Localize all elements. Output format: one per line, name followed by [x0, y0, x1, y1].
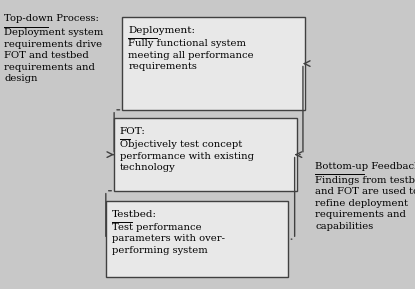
FancyBboxPatch shape — [122, 17, 305, 110]
Text: Testbed:: Testbed: — [112, 210, 156, 218]
FancyBboxPatch shape — [106, 201, 288, 277]
Text: Fully functional system
meeting all performance
requirements: Fully functional system meeting all perf… — [128, 39, 254, 71]
Text: Bottom-up Feedback:: Bottom-up Feedback: — [315, 162, 415, 171]
FancyBboxPatch shape — [114, 118, 297, 191]
Text: Test performance
parameters with over-
performing system: Test performance parameters with over- p… — [112, 223, 225, 255]
Text: Deployment:: Deployment: — [128, 26, 195, 35]
Text: Findings from testbed
and FOT are used to
refine deployment
requirements and
cap: Findings from testbed and FOT are used t… — [315, 176, 415, 231]
Text: Objectively test concept
performance with existing
technology: Objectively test concept performance wit… — [120, 140, 254, 172]
Text: Deployment system
requirements drive
FOT and testbed
requirements and
design: Deployment system requirements drive FOT… — [4, 28, 103, 83]
Text: Top-down Process:: Top-down Process: — [4, 14, 99, 23]
Text: FOT:: FOT: — [120, 127, 146, 136]
